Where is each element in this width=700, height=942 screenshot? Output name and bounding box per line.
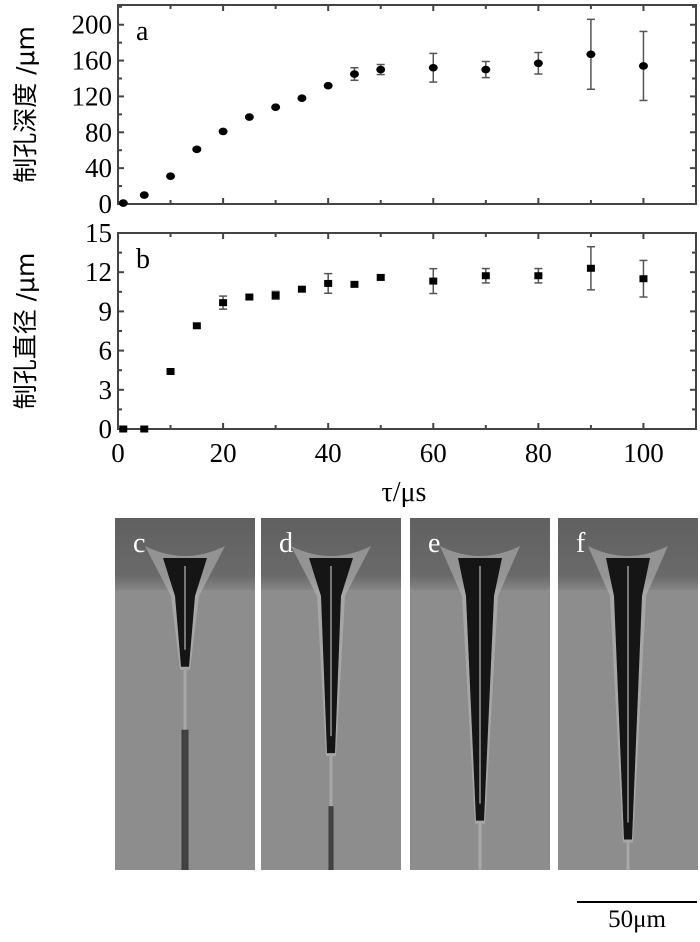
data-point [219,299,228,307]
x-axis-label: τ/μs [382,477,427,508]
data-point [297,94,307,103]
y-tick-label: 200 [72,10,113,40]
chart-b: 0 3 6 9 12 15 0 20 40 60 80 100 τ/μs b 制孔直径 /μm [11,218,697,508]
panel-label: c [133,528,146,559]
data-point [638,62,648,70]
data-point [586,50,596,59]
data-point [119,425,128,433]
y-tick-label: 6 [99,336,113,366]
data-point [428,63,438,72]
data-point [534,272,543,280]
data-point [323,81,333,90]
data-point [481,272,490,280]
data-point [586,264,595,272]
x-tick-label: 0 [111,438,125,468]
data-point [244,113,254,121]
data-point [245,293,254,301]
data-point [349,70,359,78]
y-tick-label: 15 [85,218,112,248]
scale-bar [577,901,697,903]
micrograph-d: d [261,518,401,870]
data-point [376,273,385,281]
micrograph-f: f [558,518,698,870]
data-point [118,199,128,207]
y-axis-label: 制孔深度 /μm [11,26,40,183]
data-point [271,103,281,111]
data-point [140,425,149,433]
plot-frame [117,232,697,430]
data-point [218,127,228,136]
y-tick-label: 120 [72,81,113,111]
chart-a: 0 40 80 120 160 200 a 制孔深度 /μm [11,4,697,219]
hole-shape [291,546,371,870]
y-tick-label: 0 [99,189,113,219]
panel-label: a [136,16,149,47]
panel-label: e [428,528,441,559]
data-point [166,368,175,376]
data-point [139,191,149,199]
data-point [639,275,648,283]
y-tick-label: 160 [72,46,113,76]
y-tick-label: 9 [99,296,113,326]
panel-label: d [279,528,293,559]
data-point [192,145,202,154]
x-tick-label: 100 [623,438,664,468]
hole-shape [145,546,225,870]
scale-bar-label: 50μm [608,906,666,933]
y-tick-label: 80 [85,117,112,147]
x-tick-label: 20 [210,438,237,468]
micrograph-c: c [115,518,255,870]
plot-frame [117,4,697,205]
y-tick-label: 12 [85,257,112,287]
panel-label: f [576,528,586,559]
data-point [166,172,176,181]
x-tick-label: 40 [315,438,342,468]
hole-shape [440,546,520,870]
panel-label: b [136,244,150,275]
data-point [297,285,306,293]
y-axis-label: 制孔直径 /μm [11,253,40,410]
y-tick-label: 3 [99,375,113,405]
data-point [376,65,386,74]
data-point [271,291,280,299]
x-tick-label: 60 [420,438,447,468]
y-tick-label: 0 [99,414,113,444]
data-point [481,65,491,74]
data-point [533,59,543,68]
y-tick-label: 40 [85,153,112,183]
micrograph-e: e [410,518,550,870]
data-point [324,279,333,287]
data-point [429,277,438,285]
data-point [192,322,201,330]
data-point [350,280,359,288]
x-tick-label: 80 [525,438,552,468]
hole-shape [588,546,668,870]
